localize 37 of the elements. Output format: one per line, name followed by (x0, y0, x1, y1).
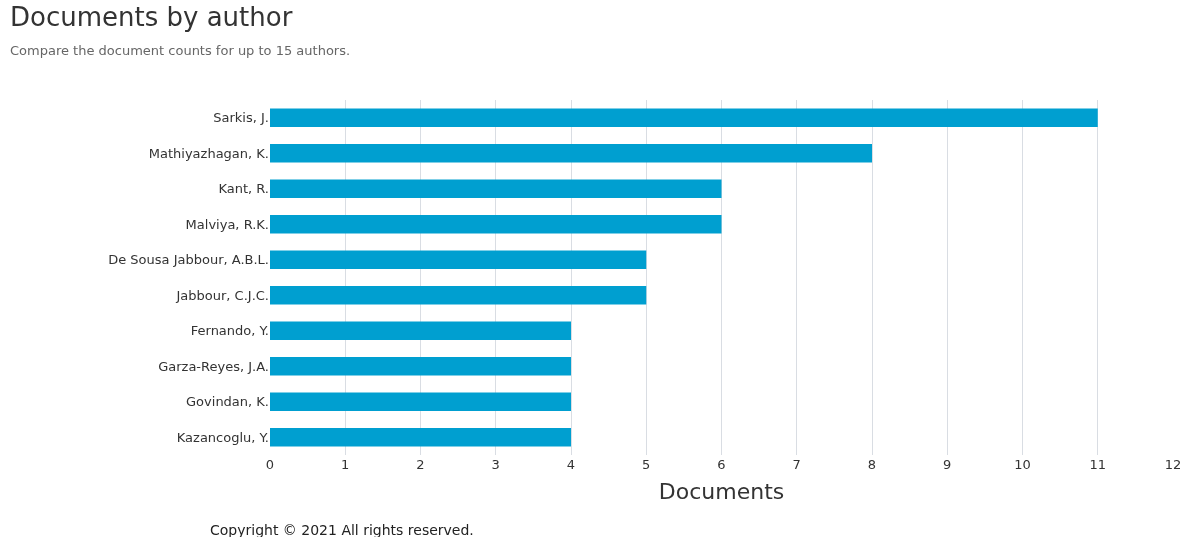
x-tick-label: 6 (717, 457, 726, 472)
x-tick-label: 2 (416, 457, 425, 472)
bar (270, 286, 647, 305)
text: Copyright © 2021 All rights reserved. (210, 522, 474, 537)
x-axis-title: Documents (658, 478, 785, 504)
y-tick-label: Garza-Reyes, J.A. (158, 358, 269, 374)
x-tick-label: 3 (491, 457, 500, 472)
y-tick-label: Fernando, Y. (190, 323, 269, 339)
y-tick-label: Mathiyazhagan, K. (148, 145, 269, 161)
x-tick-label: 8 (867, 457, 877, 472)
chart-subtitle: Compare the document counts for up to 15 authors. (10, 43, 351, 58)
x-tick-label: 9 (943, 457, 952, 472)
y-tick-label: Sarkis, J. (213, 110, 269, 126)
x-tick-label: 12 (1164, 457, 1182, 472)
bar (270, 250, 647, 269)
y-tick-label: Kant, R. (218, 181, 269, 197)
x-tick-label: 0 (265, 457, 275, 472)
x-tick-label: 11 (1089, 457, 1107, 472)
y-tick-label: Jabbour, C.J.C. (175, 287, 269, 303)
bar (270, 108, 1098, 127)
bar (270, 357, 571, 376)
bar (270, 392, 571, 411)
y-tick-label: Malviya, R.K. (185, 216, 269, 232)
x-tick-label: 1 (341, 457, 350, 472)
y-tick-label: De Sousa Jabbour, A.B.L. (108, 252, 269, 268)
x-tick-label: 7 (792, 457, 801, 472)
bar (270, 144, 872, 163)
x-tick-label: 10 (1014, 457, 1031, 472)
y-tick-label: Govindan, K. (186, 394, 269, 410)
bar (270, 321, 571, 340)
bar (270, 215, 722, 234)
bar (270, 179, 722, 198)
bar (270, 428, 571, 447)
y-tick-label: Kazancoglu, Y. (176, 429, 269, 445)
x-tick-label: 5 (642, 457, 651, 472)
chart-title: Documents by author (10, 2, 293, 32)
x-tick-label: 4 (566, 457, 576, 472)
